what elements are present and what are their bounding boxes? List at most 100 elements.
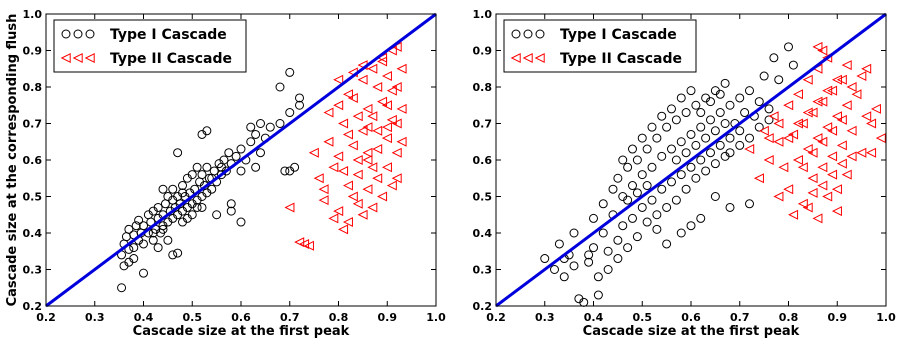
y-tick-label: 0.3 <box>23 264 43 277</box>
data-point <box>173 148 183 158</box>
data-point <box>875 133 886 144</box>
legend-box <box>503 19 697 73</box>
data-point <box>124 257 134 267</box>
data-point <box>603 265 613 274</box>
legend-marker <box>510 52 521 64</box>
data-point <box>812 96 823 107</box>
data-point <box>236 166 246 176</box>
data-point <box>866 147 877 158</box>
data-point <box>637 170 647 180</box>
data-point <box>735 126 745 136</box>
data-point <box>129 243 139 253</box>
data-point <box>187 170 197 180</box>
legend-marker <box>522 52 533 64</box>
data-point <box>817 162 828 173</box>
data-point <box>381 122 392 133</box>
x-tick-label: 0.4 <box>584 311 604 324</box>
data-point <box>386 85 397 96</box>
data-point <box>856 147 867 158</box>
data-point <box>861 63 872 74</box>
data-point <box>209 166 219 176</box>
data-point <box>745 86 754 96</box>
data-point <box>381 100 392 111</box>
data-point <box>735 140 745 150</box>
data-point <box>758 125 769 136</box>
data-point <box>207 184 217 194</box>
x-tick-label: 0.4 <box>134 311 154 324</box>
data-point <box>637 202 647 212</box>
legend-marker <box>523 29 533 39</box>
data-point <box>681 184 691 194</box>
data-point <box>381 162 392 173</box>
data-point <box>632 155 642 165</box>
data-point <box>342 217 353 228</box>
data-point <box>352 198 363 209</box>
data-point <box>846 151 857 162</box>
data-point <box>226 206 236 216</box>
legend: Type I Cascade Type II Cascade <box>53 19 247 73</box>
data-point <box>836 74 847 85</box>
legend-label: Type I Cascade <box>560 27 677 43</box>
data-point <box>593 290 603 300</box>
data-point <box>372 173 383 184</box>
data-point <box>676 93 686 103</box>
data-point <box>362 103 373 114</box>
data-point <box>584 257 594 267</box>
data-point <box>706 115 715 125</box>
data-point <box>386 114 397 125</box>
data-point <box>589 243 598 253</box>
data-point <box>275 119 285 128</box>
data-point <box>637 133 647 143</box>
data-point <box>285 108 295 118</box>
x-tick-label: 0.2 <box>486 311 506 324</box>
y-tick-label: 0.9 <box>473 45 493 58</box>
data-point <box>831 206 842 217</box>
data-point <box>797 198 808 209</box>
data-point <box>623 195 633 205</box>
data-point <box>846 125 857 136</box>
data-point <box>148 228 158 238</box>
legend: Type I Cascade Type II Cascade <box>503 19 697 73</box>
diagonal-reference-line <box>495 12 887 308</box>
data-point <box>841 60 852 71</box>
data-point <box>182 213 192 223</box>
data-point <box>686 221 696 231</box>
data-point <box>827 151 838 162</box>
data-point <box>769 53 779 63</box>
legend-marker <box>534 52 545 64</box>
data-point <box>745 199 754 209</box>
data-point <box>134 215 144 225</box>
data-point <box>593 272 603 282</box>
data-point <box>851 89 862 100</box>
data-point <box>613 235 623 245</box>
data-point <box>554 239 564 249</box>
data-point <box>764 115 774 125</box>
data-point <box>861 111 872 122</box>
data-point <box>318 184 329 195</box>
data-point <box>372 125 383 136</box>
data-point <box>667 144 676 154</box>
data-point <box>725 100 735 110</box>
data-point <box>569 261 579 271</box>
legend-marker <box>61 29 71 39</box>
y-tick-label: 0.8 <box>23 81 43 94</box>
data-point <box>131 221 141 231</box>
data-point <box>696 155 706 165</box>
data-point <box>807 173 818 184</box>
data-point <box>822 191 833 202</box>
y-tick-label: 0.3 <box>473 264 493 277</box>
data-point <box>783 133 794 144</box>
data-point <box>701 166 711 176</box>
x-tick-label: 0.3 <box>85 311 105 324</box>
data-point <box>797 162 808 173</box>
data-point <box>846 81 857 93</box>
data-point <box>246 137 256 147</box>
data-point <box>192 202 202 212</box>
data-point <box>657 151 667 161</box>
y-tick-label: 0.4 <box>473 227 493 240</box>
data-point <box>236 217 246 227</box>
y-tick-label: 0.2 <box>23 300 43 313</box>
data-point <box>696 108 706 118</box>
series-type-ii <box>744 41 886 224</box>
data-point <box>153 202 163 212</box>
